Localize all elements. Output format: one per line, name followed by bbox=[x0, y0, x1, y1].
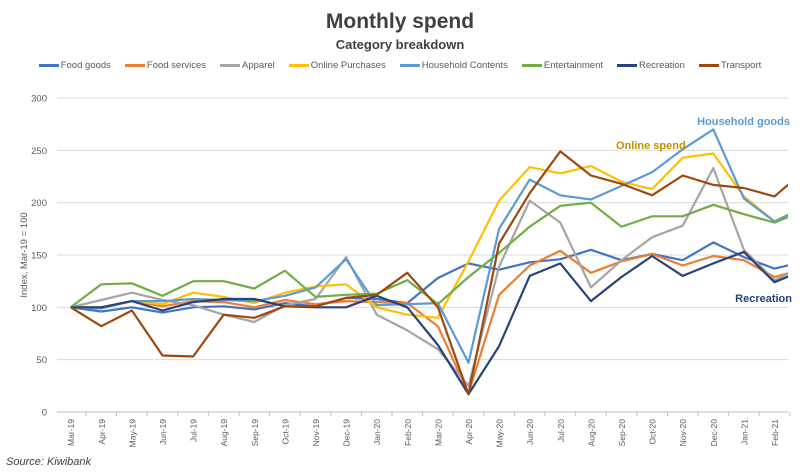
x-tick-label: Jun-19 bbox=[158, 419, 168, 445]
chart-title: Monthly spend bbox=[325, 10, 475, 33]
x-tick-label: Feb-21 bbox=[770, 419, 780, 446]
x-tick-label: Jun-20 bbox=[525, 419, 535, 445]
series-line-recreation bbox=[70, 250, 788, 396]
x-tick-label: Dec-20 bbox=[709, 419, 719, 447]
legend-item: Recreation bbox=[617, 60, 685, 71]
legend-item: Entertainment bbox=[521, 60, 604, 71]
legend-item: Online Purchases bbox=[288, 60, 386, 71]
series-line-household-contents bbox=[70, 128, 788, 364]
legend-item: Food goods bbox=[38, 60, 111, 71]
legend-swatch bbox=[124, 64, 145, 67]
series-line-apparel bbox=[70, 167, 788, 387]
legend-label: Food goods bbox=[60, 60, 111, 71]
legend-label: Household Contents bbox=[421, 60, 508, 71]
x-tick-label: Sep-20 bbox=[617, 419, 627, 447]
y-tick-label: 300 bbox=[31, 94, 47, 105]
legend-item: Food services bbox=[124, 60, 207, 71]
x-tick-label: May-19 bbox=[127, 419, 137, 448]
legend-swatch bbox=[521, 64, 542, 67]
x-tick-label: Dec-19 bbox=[342, 419, 352, 447]
legend-label: Apparel bbox=[242, 60, 275, 71]
x-tick-label: Sep-19 bbox=[250, 419, 260, 447]
source-note: Source: Kiwibank bbox=[6, 456, 91, 468]
annotation-label: Household goods bbox=[697, 116, 790, 128]
legend-swatch bbox=[617, 64, 638, 67]
y-tick-label: 200 bbox=[31, 198, 47, 209]
x-tick-label: Jan-21 bbox=[739, 419, 749, 445]
x-tick-label: Oct-20 bbox=[648, 419, 658, 445]
y-tick-label: 250 bbox=[31, 146, 47, 157]
y-axis-label: Index, Mar-19 = 100 bbox=[19, 212, 30, 297]
legend-swatch bbox=[399, 64, 420, 67]
annotation-label: Recreation bbox=[735, 293, 792, 305]
x-tick-label: Nov-20 bbox=[678, 419, 688, 447]
x-tick-label: Jul-20 bbox=[556, 419, 566, 442]
legend-label: Online Purchases bbox=[310, 60, 386, 71]
x-tick-label: May-20 bbox=[495, 419, 505, 448]
x-tick-label: Aug-19 bbox=[219, 419, 229, 447]
series-line-online-purchases bbox=[70, 152, 788, 319]
legend-label: Recreation bbox=[639, 60, 685, 71]
legend: Food goods Food services Apparel Online Pur… bbox=[0, 60, 800, 71]
x-tick-label: Apr-19 bbox=[97, 419, 107, 445]
series-line-entertainment bbox=[70, 201, 788, 309]
series-line-food-goods bbox=[70, 241, 788, 314]
y-tick-label: 100 bbox=[31, 303, 47, 314]
legend-label: Food services bbox=[146, 60, 207, 71]
legend-swatch bbox=[220, 64, 241, 67]
x-tick-label: Nov-19 bbox=[311, 419, 321, 447]
legend-item: Transport bbox=[698, 60, 762, 71]
legend-item: Apparel bbox=[220, 60, 275, 71]
legend-label: Transport bbox=[720, 60, 762, 71]
annotation-label: Online spend bbox=[616, 140, 686, 152]
legend-item: Household Contents bbox=[399, 60, 508, 71]
legend-swatch bbox=[38, 64, 59, 67]
x-tick-label: Jan-20 bbox=[372, 419, 382, 445]
x-tick-label: Feb-20 bbox=[403, 419, 413, 446]
y-tick-label: 0 bbox=[42, 408, 47, 419]
legend-label: Entertainment bbox=[543, 60, 604, 71]
x-tick-label: Mar-19 bbox=[66, 419, 76, 446]
y-tick-label: 50 bbox=[36, 355, 47, 366]
x-tick-label: Apr-20 bbox=[464, 419, 474, 445]
x-tick-label: Mar-20 bbox=[433, 419, 443, 446]
series-line-transport bbox=[70, 150, 788, 396]
chart-subtitle: Category breakdown bbox=[335, 37, 465, 52]
legend-swatch bbox=[698, 64, 719, 67]
x-tick-label: Jul-19 bbox=[189, 419, 199, 442]
x-tick-label: Oct-19 bbox=[280, 419, 290, 445]
x-tick-label: Aug-20 bbox=[586, 419, 596, 447]
legend-swatch bbox=[288, 64, 309, 67]
y-tick-label: 150 bbox=[31, 251, 47, 262]
